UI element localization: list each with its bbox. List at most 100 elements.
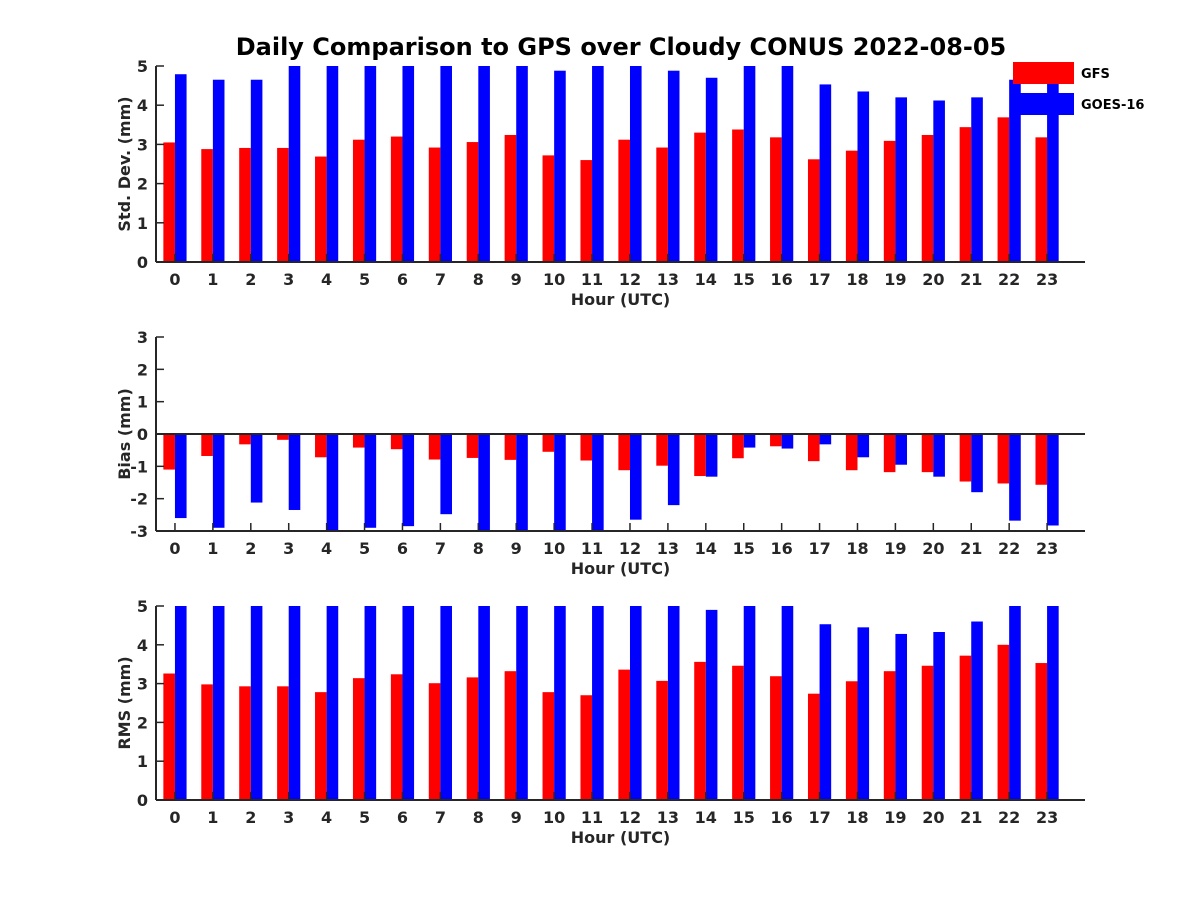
bar-goes-16-13	[667, 606, 680, 800]
bar-gfs-6	[390, 674, 403, 800]
bar-gfs-0	[163, 673, 175, 800]
x-tick-label: 12	[619, 808, 641, 827]
bar-goes-16-9	[516, 606, 528, 800]
bar-gfs-12	[618, 669, 630, 800]
bar-goes-16-1	[212, 606, 225, 800]
bar-gfs-6	[390, 434, 403, 450]
bar-goes-16-5	[364, 66, 377, 262]
x-tick-label: 4	[321, 539, 332, 558]
bar-gfs-10	[542, 434, 555, 452]
y-tick-label: 1	[137, 752, 148, 771]
y-tick-label: 3	[137, 135, 148, 154]
y-tick-label: 0	[137, 253, 148, 272]
bar-goes-16-6	[402, 434, 415, 527]
bar-gfs-7	[428, 434, 441, 460]
x-tick-label: 17	[808, 539, 830, 558]
bar-gfs-5	[352, 139, 365, 262]
x-tick-label: 1	[207, 808, 218, 827]
bar-goes-16-1	[212, 434, 225, 528]
y-tick-label: 0	[137, 791, 148, 810]
x-tick-label: 14	[695, 808, 717, 827]
bar-goes-16-5	[364, 606, 377, 800]
x-tick-label: 15	[733, 539, 755, 558]
bar-gfs-13	[656, 147, 668, 262]
bar-gfs-21	[959, 655, 972, 800]
x-tick-label: 1	[207, 539, 218, 558]
bar-goes-16-7	[440, 606, 452, 800]
x-axis-label: Hour (UTC)	[571, 290, 671, 309]
bar-gfs-22	[997, 644, 1010, 800]
x-tick-label: 18	[846, 270, 868, 289]
bar-gfs-15	[732, 665, 744, 800]
bar-gfs-17	[807, 693, 820, 800]
chart-title: Daily Comparison to GPS over Cloudy CONU…	[236, 33, 1007, 61]
bar-gfs-14	[694, 434, 706, 477]
bar-gfs-13	[656, 434, 668, 466]
x-tick-label: 10	[543, 270, 565, 289]
x-tick-label: 13	[657, 539, 679, 558]
bar-goes-16-14	[705, 77, 718, 262]
x-tick-label: 12	[619, 539, 641, 558]
x-axis-label: Hour (UTC)	[571, 559, 671, 578]
bar-gfs-11	[580, 695, 593, 800]
x-tick-label: 17	[808, 270, 830, 289]
x-tick-label: 14	[695, 539, 717, 558]
x-tick-label: 23	[1036, 270, 1058, 289]
bar-goes-16-8	[478, 66, 490, 262]
x-tick-label: 18	[846, 808, 868, 827]
bar-goes-16-17	[819, 434, 832, 445]
x-tick-label: 20	[922, 539, 944, 558]
bar-goes-16-16	[781, 434, 794, 449]
x-tick-label: 20	[922, 808, 944, 827]
bar-gfs-10	[542, 692, 555, 800]
y-tick-label: 1	[137, 393, 148, 412]
legend-label: GOES-16	[1081, 98, 1144, 113]
bar-goes-16-23	[1047, 434, 1059, 526]
bar-gfs-7	[428, 683, 441, 800]
bar-gfs-19	[883, 140, 896, 262]
bar-goes-16-21	[971, 621, 983, 800]
bar-gfs-18	[845, 681, 858, 800]
bar-goes-16-17	[819, 624, 832, 800]
bar-gfs-1	[201, 434, 213, 456]
bar-gfs-20	[921, 134, 934, 262]
bar-gfs-22	[997, 434, 1010, 484]
bar-gfs-11	[580, 160, 593, 262]
bar-goes-16-20	[933, 632, 945, 800]
bar-goes-16-0	[174, 74, 187, 262]
x-tick-label: 5	[359, 270, 370, 289]
x-tick-label: 3	[283, 539, 294, 558]
x-tick-label: 8	[473, 270, 484, 289]
bar-goes-16-4	[326, 66, 339, 262]
x-tick-label: 10	[543, 539, 565, 558]
bar-goes-16-23	[1047, 79, 1059, 262]
bar-goes-16-18	[857, 434, 870, 458]
x-tick-label: 7	[435, 539, 446, 558]
bar-gfs-12	[618, 434, 630, 471]
y-tick-label: 4	[137, 636, 148, 655]
bar-goes-16-12	[629, 434, 642, 520]
bar-goes-16-0	[174, 434, 187, 519]
bar-goes-16-4	[326, 434, 339, 531]
x-tick-label: 20	[922, 270, 944, 289]
x-tick-label: 19	[884, 539, 906, 558]
bar-gfs-23	[1035, 434, 1048, 485]
bar-goes-16-16	[781, 66, 794, 262]
x-tick-label: 22	[998, 539, 1020, 558]
y-axis-label: Std. Dev. (mm)	[115, 96, 134, 231]
bar-goes-16-20	[933, 100, 945, 262]
x-tick-label: 9	[511, 539, 522, 558]
x-tick-label: 8	[473, 539, 484, 558]
x-tick-label: 3	[283, 270, 294, 289]
y-tick-label: 5	[137, 597, 148, 616]
y-axis-label: Bias (mm)	[115, 388, 134, 480]
bar-goes-16-19	[895, 633, 908, 800]
bar-goes-16-1	[212, 79, 225, 262]
bar-gfs-16	[770, 676, 782, 800]
bar-gfs-5	[352, 434, 365, 448]
bar-goes-16-15	[743, 606, 756, 800]
bar-goes-16-22	[1009, 79, 1021, 262]
bar-goes-16-21	[971, 434, 983, 493]
bar-gfs-15	[732, 129, 744, 262]
